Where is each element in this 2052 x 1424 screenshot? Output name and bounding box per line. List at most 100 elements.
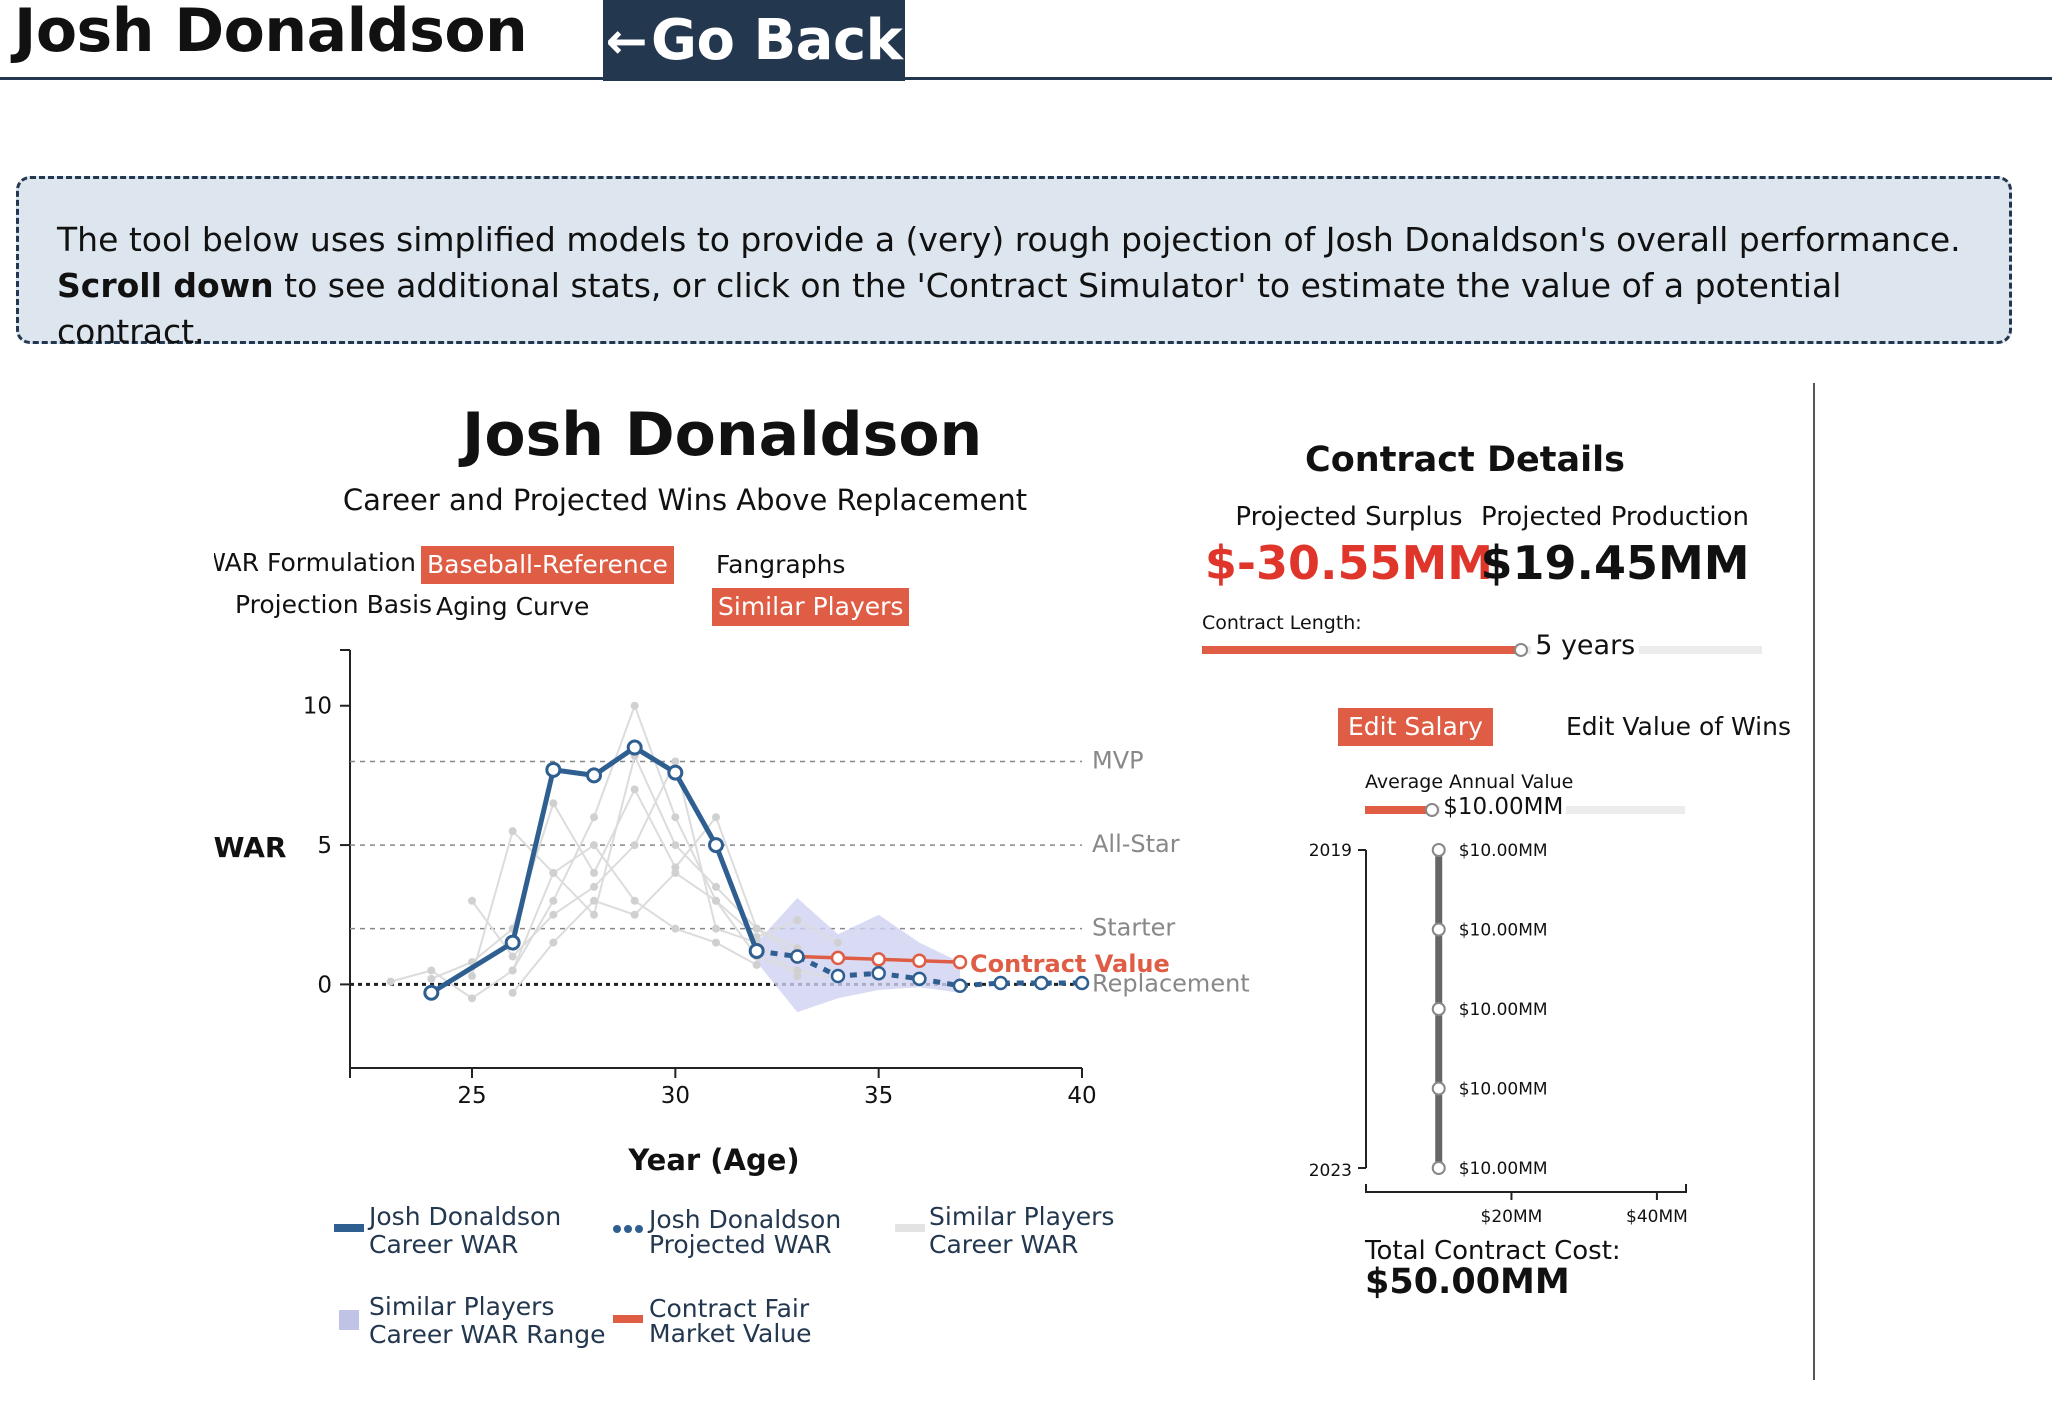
similar-player-point <box>590 813 598 821</box>
legend-market-l2: Market Value <box>649 1320 812 1348</box>
similar-player-point <box>549 911 557 919</box>
tab-edit-value-of-wins[interactable]: Edit Value of Wins <box>1560 708 1797 746</box>
similar-player-point <box>590 869 598 877</box>
similar-player-point <box>509 953 517 961</box>
market-value-point <box>832 952 844 964</box>
contract-length-slider[interactable] <box>1202 644 1762 656</box>
similar-player-point <box>631 897 639 905</box>
contract-length-fill <box>1202 646 1521 654</box>
salary-value-label: $10.00MM <box>1459 1000 1548 1020</box>
legend-range-l1: Similar Players <box>369 1293 554 1321</box>
reference-line-label: Starter <box>1092 914 1175 942</box>
x-tick-label: 25 <box>457 1083 486 1109</box>
contract-length-handle[interactable] <box>1514 643 1528 657</box>
salary-point <box>1433 924 1445 936</box>
legend-swatch-projected <box>613 1225 643 1233</box>
similar-player-point <box>590 841 598 849</box>
similar-player-point <box>427 966 435 974</box>
similar-player-point <box>509 966 517 974</box>
y-tick-label: 5 <box>317 833 332 859</box>
career-war-point <box>425 986 438 999</box>
salary-point <box>1433 844 1445 856</box>
salary-x-tick-label: $40MM <box>1626 1207 1688 1227</box>
legend-swatch-market <box>613 1315 643 1323</box>
y-axis-label: WAR <box>214 831 287 864</box>
contract-length-value: 5 years <box>1531 630 1639 661</box>
aav-fill <box>1365 806 1432 814</box>
reference-line-label: All-Star <box>1092 830 1180 858</box>
aav-handle[interactable] <box>1425 803 1439 817</box>
contract-length-label: Contract Length: <box>1202 612 1362 634</box>
legend-career-l2: Career WAR <box>369 1231 518 1259</box>
similar-player-point <box>549 869 557 877</box>
similar-player-point <box>590 911 598 919</box>
similar-player-point <box>712 939 720 947</box>
projected-war-point <box>873 967 885 979</box>
career-war-point <box>628 741 641 754</box>
salary-point <box>1433 1162 1445 1174</box>
legend-swatch-range <box>339 1310 359 1330</box>
similar-player-point <box>427 975 435 983</box>
similar-player-point <box>468 972 476 980</box>
similar-player-point <box>671 757 679 765</box>
projected-surplus-label: Projected Surplus <box>1216 502 1482 532</box>
salary-value-label: $10.00MM <box>1459 1159 1548 1179</box>
y-tick-label: 0 <box>317 972 332 998</box>
tab-edit-salary[interactable]: Edit Salary <box>1338 708 1493 746</box>
career-war-point <box>547 763 560 776</box>
projected-war-point <box>1035 977 1047 989</box>
projected-war-point <box>954 980 966 992</box>
reference-line-label: MVP <box>1092 746 1144 774</box>
career-war-point <box>750 944 763 957</box>
similar-player-point <box>549 939 557 947</box>
projected-surplus-value: $-30.55MM <box>1196 536 1502 590</box>
similar-player-point <box>671 925 679 933</box>
similar-player-point <box>631 785 639 793</box>
similar-player-point <box>631 841 639 849</box>
similar-player-point <box>509 827 517 835</box>
similar-player-point <box>590 883 598 891</box>
similar-player-point <box>834 939 842 947</box>
similar-player-point <box>468 994 476 1002</box>
projected-war-point <box>995 977 1007 989</box>
x-axis-label: Year (Age) <box>627 1143 799 1177</box>
salary-value-label: $10.00MM <box>1459 841 1548 861</box>
legend-swatch-career <box>334 1224 364 1232</box>
salary-start-year: 2019 <box>1309 841 1352 861</box>
y-tick-label: 10 <box>303 694 332 720</box>
salary-chart: 2019 2023 $20MM $40MM $10.00MM $10.00MM $10.00… <box>1290 830 1710 1230</box>
similar-player-point <box>671 869 679 877</box>
similar-player-point <box>793 972 801 980</box>
similar-player-point <box>590 897 598 905</box>
war-chart: 051025 30 35 40WARYear (Age)MVPAll-StarStar… <box>0 0 1300 1200</box>
legend-similar-l2: Career WAR <box>929 1231 1078 1259</box>
legend-projected-l2: Projected WAR <box>649 1231 832 1259</box>
similar-player-point <box>631 911 639 919</box>
career-war-point <box>506 936 519 949</box>
salary-end-year: 2023 <box>1309 1161 1352 1181</box>
similar-player-point <box>793 916 801 924</box>
total-contract-cost-value: $50.00MM <box>1365 1262 1570 1302</box>
similar-player-point <box>712 925 720 933</box>
legend-career-l1: Josh Donaldson <box>369 1203 561 1231</box>
similar-player-line <box>431 789 797 979</box>
similar-player-point <box>753 925 761 933</box>
legend-swatch-similar <box>895 1224 925 1232</box>
x-tick-label: 30 <box>661 1083 690 1109</box>
projected-production-value: $19.45MM <box>1480 536 1750 590</box>
legend-range-l2: Career WAR Range <box>369 1321 606 1349</box>
similar-player-point <box>712 883 720 891</box>
projected-war-point <box>1076 977 1088 989</box>
salary-point <box>1433 1003 1445 1015</box>
salary-x-tick-label: $20MM <box>1481 1207 1543 1227</box>
salary-value-label: $10.00MM <box>1459 1080 1548 1100</box>
similar-player-point <box>712 897 720 905</box>
projected-war-point <box>832 970 844 982</box>
panel-divider <box>1813 383 1815 1380</box>
contract-value-label: Contract Value <box>970 950 1170 978</box>
salary-point <box>1433 1083 1445 1095</box>
projected-production-label: Projected Production <box>1480 502 1750 532</box>
contract-details-title: Contract Details <box>1240 440 1690 480</box>
similar-player-point <box>549 799 557 807</box>
aav-label: Average Annual Value <box>1365 771 1573 793</box>
